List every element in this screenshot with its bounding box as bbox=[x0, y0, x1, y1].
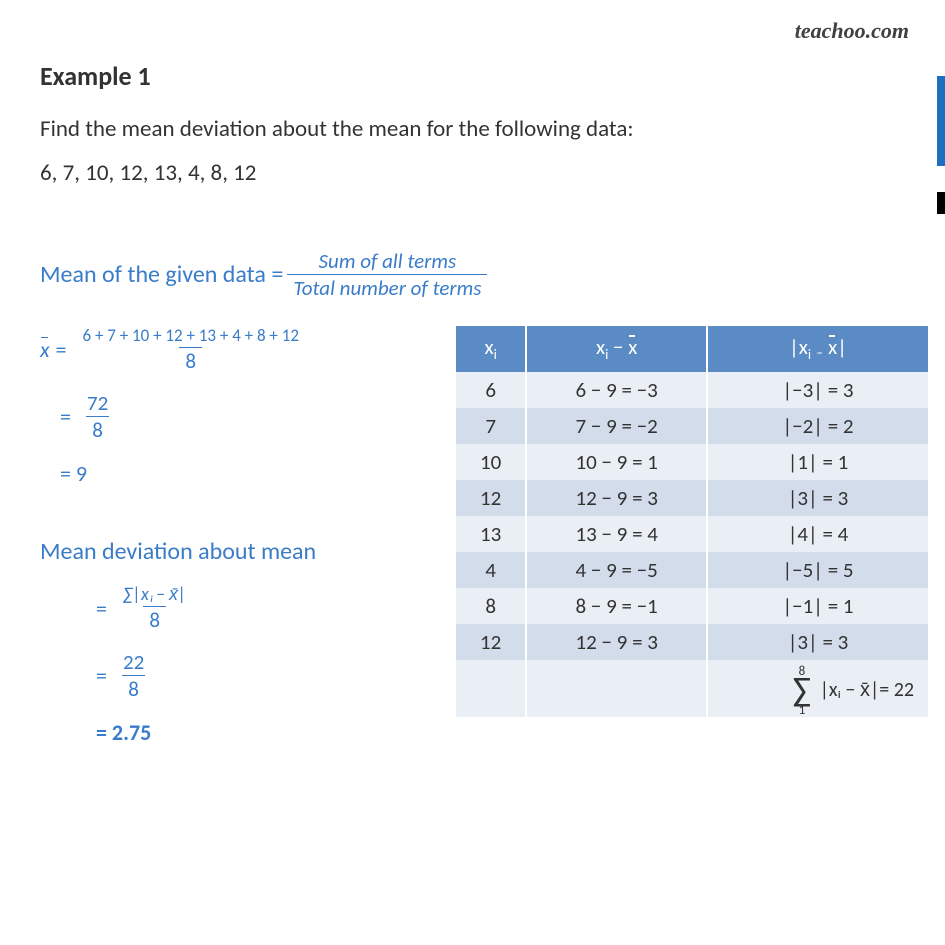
mean-result: = 9 bbox=[60, 460, 420, 487]
mean-deviation-steps: = ∑|xᵢ − x̄| 8 = 22 8 = 2.75 bbox=[40, 584, 420, 746]
table-sum-row: ∑ 8 1 |xᵢ − x̄|= 22 bbox=[456, 660, 928, 717]
mean-frac-den: Total number of terms bbox=[287, 274, 487, 300]
md-step2-num: 22 bbox=[117, 650, 150, 675]
mean-frac-num: Sum of all terms bbox=[313, 249, 463, 274]
md-result: = 2.75 bbox=[96, 719, 420, 746]
table-header-dev: xi − x bbox=[526, 326, 707, 371]
mean-step1-den: 8 bbox=[179, 347, 202, 373]
mean-calc-steps: x = 6 + 7 + 10 + 12 + 13 + 4 + 8 + 12 8 … bbox=[40, 326, 420, 487]
xbar-symbol: x bbox=[40, 336, 50, 363]
deviation-table: xi xi − x |xi ₋ x| 66 − 9 = −3|−3| = 3 7… bbox=[456, 326, 928, 716]
accent-bar bbox=[937, 76, 945, 166]
sum-lower: 1 bbox=[799, 706, 806, 715]
table-header-abs: |xi ₋ x| bbox=[707, 326, 928, 371]
table-row: 88 − 9 = −1|−1| = 1 bbox=[456, 588, 928, 624]
mean-formula-line: Mean of the given data = Sum of all term… bbox=[40, 249, 905, 300]
mean-deviation-heading: Mean deviation about mean bbox=[40, 537, 420, 566]
mean-step2-num: 72 bbox=[81, 391, 114, 416]
example-title: Example 1 bbox=[40, 60, 905, 92]
table-body: 66 − 9 = −3|−3| = 3 77 − 9 = −2|−2| = 2 … bbox=[456, 372, 928, 717]
md-step1-num: ∑|xᵢ − x̄| bbox=[117, 584, 192, 606]
md-step1-frac: ∑|xᵢ − x̄| 8 bbox=[117, 584, 192, 632]
question-prompt: Find the mean deviation about the mean f… bbox=[40, 110, 905, 149]
table-row: 66 − 9 = −3|−3| = 3 bbox=[456, 372, 928, 408]
sum-expression: |xᵢ − x̄|= 22 bbox=[820, 678, 914, 702]
table-row: 1212 − 9 = 3|3| = 3 bbox=[456, 480, 928, 516]
mean-step1-num: 6 + 7 + 10 + 12 + 13 + 4 + 8 + 12 bbox=[77, 326, 305, 347]
mean-step2-den: 8 bbox=[86, 416, 109, 442]
table-row: 44 − 9 = −5|−5| = 5 bbox=[456, 552, 928, 588]
deviation-table-wrapper: xi xi − x |xi ₋ x| 66 − 9 = −3|−3| = 3 7… bbox=[456, 326, 928, 716]
black-bar bbox=[937, 192, 945, 214]
table-header-xi: xi bbox=[456, 326, 526, 371]
watermark: teachoo.com bbox=[795, 18, 909, 44]
table-header-row: xi xi − x |xi ₋ x| bbox=[456, 326, 928, 371]
sum-upper: 8 bbox=[799, 667, 806, 676]
mean-step1-frac: 6 + 7 + 10 + 12 + 13 + 4 + 8 + 12 8 bbox=[77, 326, 305, 373]
table-row: 77 − 9 = −2|−2| = 2 bbox=[456, 408, 928, 444]
sigma-icon: ∑ 8 1 bbox=[793, 679, 811, 703]
mean-label: Mean of the given data = bbox=[40, 260, 283, 289]
md-step1-den: 8 bbox=[143, 606, 166, 632]
md-step2-frac: 22 8 bbox=[117, 650, 150, 701]
table-row: 1010 − 9 = 1|1| = 1 bbox=[456, 444, 928, 480]
mean-fraction: Sum of all terms Total number of terms bbox=[287, 249, 487, 300]
table-row: 1313 − 9 = 4|4| = 4 bbox=[456, 516, 928, 552]
table-row: 1212 − 9 = 3|3| = 3 bbox=[456, 624, 928, 660]
mean-step2-frac: 72 8 bbox=[81, 391, 114, 442]
data-list: 6, 7, 10, 12, 13, 4, 8, 12 bbox=[40, 159, 905, 187]
md-step2-den: 8 bbox=[122, 675, 145, 701]
